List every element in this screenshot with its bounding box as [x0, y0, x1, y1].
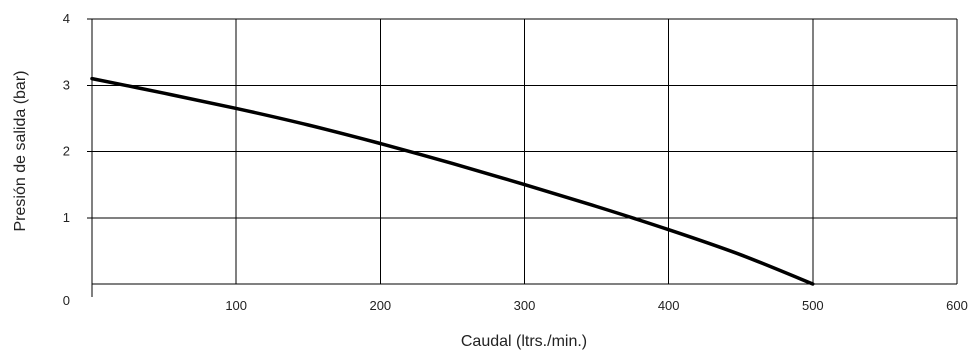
y-axis-title: Presión de salida (bar)	[12, 71, 29, 232]
x-tick-label: 500	[802, 298, 824, 313]
y-tick-label: 1	[63, 210, 70, 225]
series	[90, 76, 815, 286]
x-tick-label: 400	[658, 298, 680, 313]
y-tick-label: 0	[63, 293, 70, 308]
x-tick-label: 200	[369, 298, 391, 313]
x-axis-title: Caudal (ltrs./min.)	[461, 333, 587, 350]
y-tick-label: 2	[63, 144, 70, 159]
y-tick-label: 3	[63, 77, 70, 92]
y-tick-label: 4	[63, 11, 70, 26]
grid	[92, 18, 958, 284]
x-tick-label: 100	[225, 298, 247, 313]
x-tick-label: 600	[946, 298, 968, 313]
x-tick-label: 300	[514, 298, 536, 313]
tick-labels: 0 1 2 3 4 100 200 300 400 500 600	[63, 11, 968, 313]
axes	[87, 18, 957, 297]
pressure-curve	[90, 76, 815, 286]
